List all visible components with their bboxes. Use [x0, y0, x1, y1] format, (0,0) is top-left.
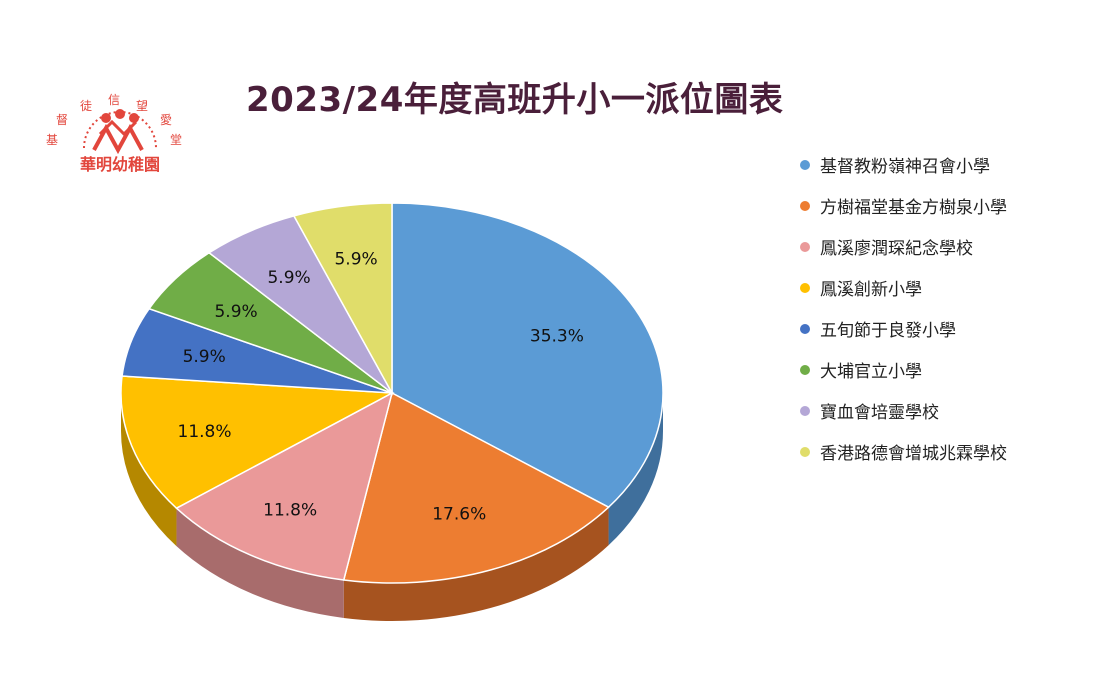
legend-item: 寶血會培靈學校: [800, 390, 1007, 431]
slice-label: 5.9%: [267, 268, 310, 288]
legend-label: 五旬節于良發小學: [820, 321, 956, 341]
chart-legend: 基督教粉嶺神召會小學 方樹福堂基金方樹泉小學 鳳溪廖潤琛紀念學校 鳳溪創新小學五旬節于…: [800, 144, 1007, 472]
slice-label: 17.6%: [432, 504, 486, 524]
legend-item: 大埔官立小學: [800, 349, 1007, 390]
slice-label: 5.9%: [214, 302, 257, 322]
logo-arc-char: 堂: [170, 133, 182, 147]
legend-swatch: [800, 200, 810, 211]
legend-swatch: [800, 405, 810, 416]
legend-item: 方樹福堂基金方樹泉小學: [800, 185, 1007, 226]
legend-label: 大埔官立小學: [820, 362, 922, 382]
pie-slice: [391, 202, 664, 509]
slice-label: 5.9%: [183, 347, 226, 367]
legend-label: 寶血會培靈學校: [820, 403, 939, 423]
slice-label: 35.3%: [530, 326, 584, 346]
legend-item: 鳳溪創新小學: [800, 267, 1007, 308]
pie-slice-side: [121, 393, 177, 547]
pie-slice: [120, 375, 395, 510]
legend-item: 香港路德會增城兆霖學校: [800, 431, 1007, 472]
legend-item: 鳳溪廖潤琛紀念學校: [800, 226, 1007, 267]
slice-label: 11.8%: [263, 501, 317, 521]
pie-slice: [342, 391, 610, 584]
logo-arc-char: 愛: [160, 113, 172, 127]
pie-slices: [120, 202, 664, 584]
pie-slice: [292, 202, 393, 396]
pie-slice-side: [343, 507, 609, 622]
legend-swatch: [800, 364, 810, 375]
school-logo: 基 督 徒 信 望 愛 堂 華明幼稚園: [46, 93, 182, 174]
legend-swatch: [800, 446, 810, 457]
logo-school-name: 華明幼稚園: [80, 155, 160, 174]
chart-title: 2023/24年度高班升小一派位圖表: [246, 80, 784, 120]
legend-item: 五旬節于良發小學: [800, 308, 1007, 349]
logo-arc-char: 徒: [80, 99, 92, 113]
legend-swatch: [800, 159, 810, 170]
legend-item: 基督教粉嶺神召會小學: [800, 144, 1007, 185]
legend-swatch: [800, 241, 810, 252]
logo-arc-char: 信: [108, 93, 120, 107]
pie-slice-side: [176, 508, 344, 618]
pie-slice: [175, 391, 394, 581]
pie-chart: 35.3% 17.6% 11.8% 11.8% 5.9% 5.9% 5.9% 5.9%: [120, 202, 664, 622]
legend-swatch: [800, 323, 810, 334]
legend-label: 鳳溪廖潤琛紀念學校: [820, 239, 973, 259]
legend-swatch: [800, 282, 810, 293]
pie-side-walls: [121, 393, 663, 622]
logo-arc-char: 望: [136, 99, 148, 113]
logo-arc-char: 督: [56, 112, 68, 127]
legend-label: 鳳溪創新小學: [820, 280, 922, 300]
slice-label: 5.9%: [334, 250, 377, 270]
slice-label: 11.8%: [178, 422, 232, 442]
pie-slice-side: [608, 393, 663, 546]
legend-label: 香港路德會增城兆霖學校: [820, 444, 1007, 464]
legend-label: 方樹福堂基金方樹泉小學: [820, 198, 1007, 218]
legend-label: 基督教粉嶺神召會小學: [820, 157, 990, 177]
logo-arc-char: 基: [46, 133, 58, 147]
